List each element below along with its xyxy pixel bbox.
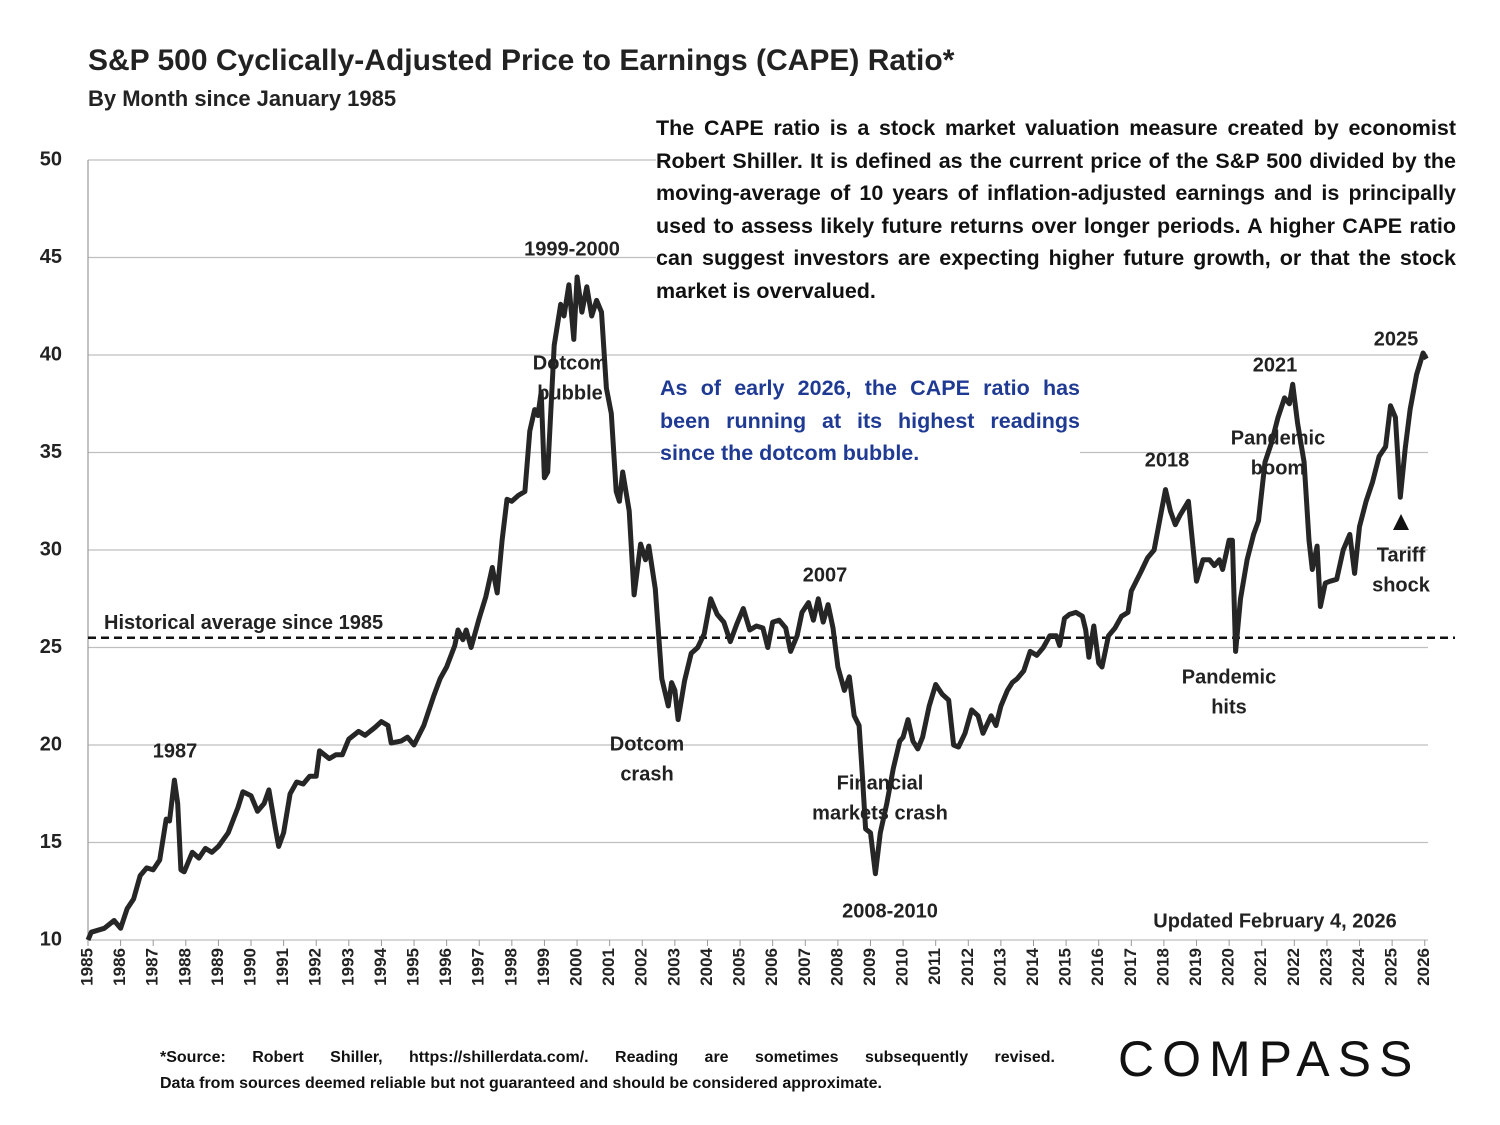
x-tick-label: 2023: [1316, 948, 1335, 986]
updated-note: Updated February 4, 2026: [1153, 910, 1396, 932]
x-tick-label: 2009: [860, 948, 879, 986]
y-tick-label: 25: [40, 636, 62, 658]
y-tick-label: 45: [40, 246, 62, 268]
x-tick-label: 1989: [208, 948, 227, 986]
x-tick-label: 2002: [632, 948, 651, 986]
x-tick-label: 1986: [110, 948, 129, 986]
y-tick-label: 15: [40, 831, 62, 853]
source-line: *Source: Robert Shiller, https://shiller…: [160, 1049, 1055, 1066]
x-tick-label: 2024: [1349, 947, 1368, 985]
average-label: Historical average since 1985: [104, 612, 383, 634]
x-tick-label: 1993: [338, 948, 357, 986]
x-tick-label: 2011: [925, 948, 944, 985]
logo: COMPASS: [1118, 1031, 1421, 1087]
y-tick-label: 30: [40, 538, 62, 560]
annotation: 2007: [803, 564, 848, 586]
x-tick-label: 2006: [762, 948, 781, 986]
annotation: Tariff: [1377, 544, 1426, 566]
annotation: 2018: [1145, 449, 1190, 471]
x-tick-label: 2012: [958, 948, 977, 986]
source: *Source: Robert Shiller, https://shiller…: [160, 1045, 1055, 1097]
x-tick-label: 1997: [469, 948, 488, 986]
x-tick-label: 1988: [175, 948, 194, 986]
y-tick-label: 50: [40, 148, 62, 170]
x-tick-label: 2000: [567, 948, 586, 986]
x-tick-label: 2013: [990, 948, 1009, 986]
y-tick-label: 40: [40, 343, 62, 365]
annotation: markets crash: [812, 802, 948, 824]
x-tick-label: 1985: [77, 948, 96, 986]
x-tick-label: 1994: [371, 947, 390, 985]
x-tick-label: 2004: [697, 947, 716, 985]
x-tick-label: 2010: [893, 948, 912, 986]
x-tick-label: 1998: [501, 948, 520, 986]
y-tick-label: 20: [40, 733, 62, 755]
annotation: 1999-2000: [524, 238, 620, 260]
x-tick-label: 1995: [404, 948, 423, 986]
source-line: Data from sources deemed reliable but no…: [160, 1075, 882, 1092]
x-tick-label: 1999: [534, 948, 553, 986]
annotation: 2025: [1374, 328, 1419, 350]
x-tick-label: 2016: [1088, 948, 1107, 986]
x-tick-label: 2001: [599, 948, 618, 986]
marker-triangle: [1393, 514, 1409, 530]
x-tick-label: 2007: [795, 948, 814, 986]
chart-title: S&P 500 Cyclically-Adjusted Price to Ear…: [88, 44, 955, 77]
annotation: Financial: [837, 772, 924, 794]
x-tick-label: 2021: [1251, 948, 1270, 986]
data-line: [85, 274, 1429, 941]
x-tick-label: 1990: [241, 948, 260, 986]
x-tick-label: 2025: [1382, 948, 1401, 986]
annotation: Dotcom: [533, 352, 607, 374]
x-tick-label: 2026: [1414, 948, 1433, 986]
annotation: Pandemic: [1231, 427, 1325, 449]
annotation: crash: [620, 763, 673, 785]
x-tick-label: 2008: [827, 948, 846, 986]
annotation: bubble: [537, 382, 603, 404]
x-tick-label: 2015: [1056, 948, 1075, 986]
annotation: 2021: [1253, 354, 1298, 376]
annotation: boom: [1251, 457, 1305, 479]
description: The CAPE ratio is a stock market valuati…: [656, 110, 1456, 309]
x-tick-label: 2020: [1219, 948, 1238, 986]
x-tick-label: 2019: [1186, 948, 1205, 986]
x-tick-label: 2005: [730, 948, 749, 986]
annotation: shock: [1372, 574, 1431, 596]
note: As of early 2026, the CAPE ratio has bee…: [660, 370, 1080, 472]
x-tick-label: 2018: [1153, 948, 1172, 986]
annotation: 2008-2010: [842, 900, 938, 922]
annotation: Pandemic: [1182, 666, 1276, 688]
x-tick-label: 1991: [273, 948, 292, 986]
x-tick-label: 2014: [1023, 947, 1042, 985]
x-tick-label: 2022: [1284, 948, 1303, 986]
x-tick-label: 2003: [664, 948, 683, 986]
annotation: Dotcom: [610, 733, 684, 755]
annotation: hits: [1211, 696, 1247, 718]
y-tick-label: 10: [40, 928, 62, 950]
chart-subtitle: By Month since January 1985: [88, 86, 396, 111]
x-tick-label: 2017: [1121, 948, 1140, 986]
annotation: 1987: [153, 740, 198, 762]
x-tick-label: 1987: [143, 948, 162, 986]
x-tick-label: 1996: [436, 948, 455, 986]
x-tick-label: 1992: [306, 948, 325, 986]
y-tick-label: 35: [40, 441, 62, 463]
